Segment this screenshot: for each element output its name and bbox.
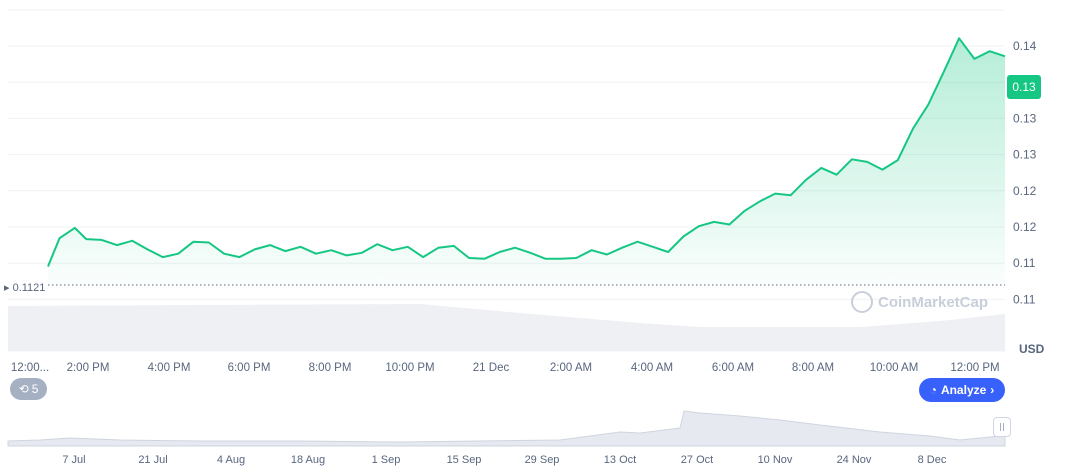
price-line: [47, 37, 1006, 267]
y-tick-label: 0.14: [1013, 39, 1037, 53]
navigator-handle[interactable]: [993, 417, 1011, 437]
x-tick-label: 8:00 PM: [309, 362, 352, 374]
x-tick-label: 4:00 AM: [631, 362, 673, 374]
chevron-right-icon: ›: [990, 383, 995, 397]
y-tick-label: 0.11: [1013, 292, 1036, 306]
navigator-area: [7, 410, 1006, 447]
navigator-tick-label: 15 Sep: [447, 454, 482, 466]
navigator-tick-label: 8 Dec: [918, 454, 947, 466]
coinmarketcap-logo-icon: [851, 291, 873, 313]
history-count: 5: [31, 382, 39, 396]
x-tick-label: 21 Dec: [473, 362, 510, 374]
volume-area: [8, 304, 1005, 351]
y-tick-label: 0.13: [1013, 111, 1037, 125]
currency-label: USD: [1019, 342, 1045, 356]
x-tick-label: 2:00 AM: [550, 362, 592, 374]
baseline-price-value: 0.1121: [12, 282, 46, 294]
x-tick-label: 10:00 PM: [385, 362, 434, 374]
x-tick-label: 10:00 AM: [870, 362, 919, 374]
baseline-price-label: ▸ 0.1121: [2, 281, 48, 294]
watermark-text: CoinMarketCap: [878, 293, 989, 311]
price-area: [48, 38, 1005, 285]
x-tick-label: 4:00 PM: [148, 362, 191, 374]
navigator-tick-label: 7 Jul: [62, 454, 85, 466]
y-tick-label: 0.12: [1013, 184, 1037, 198]
navigator-tick-label: 1 Sep: [372, 454, 401, 466]
x-tick-label: 12:00 PM: [950, 362, 999, 374]
analyze-label: Analyze: [940, 383, 987, 397]
y-tick-label: 0.13: [1013, 148, 1037, 162]
navigator-tick-label: 10 Nov: [758, 454, 793, 466]
navigator-tick-label: 21 Jul: [138, 454, 167, 466]
x-tick-label: 6:00 PM: [228, 362, 271, 374]
x-tick-label: 12:00...: [11, 362, 49, 374]
navigator-tick-label: 4 Aug: [217, 454, 245, 466]
analyze-gauge-icon: ◔: [929, 383, 937, 397]
history-button[interactable]: ⟲ 5: [10, 378, 47, 400]
navigator-tick-label: 18 Aug: [291, 454, 325, 466]
x-tick-label: 2:00 PM: [67, 362, 110, 374]
y-tick-label: 0.12: [1013, 220, 1037, 234]
watermark: CoinMarketCap: [851, 291, 988, 313]
navigator-tick-label: 13 Oct: [604, 454, 636, 466]
history-clock-icon: ⟲: [18, 382, 29, 396]
x-tick-label: 8:00 AM: [792, 362, 834, 374]
navigator-tick-label: 27 Oct: [681, 454, 713, 466]
navigator-tick-label: 29 Sep: [525, 454, 560, 466]
y-tick-label: 0.11: [1013, 256, 1036, 270]
x-tick-label: 6:00 AM: [712, 362, 754, 374]
analyze-button[interactable]: ◔ Analyze ›: [919, 378, 1005, 402]
navigator-tick-label: 24 Nov: [837, 454, 872, 466]
current-price-badge: 0.13: [1007, 75, 1041, 99]
